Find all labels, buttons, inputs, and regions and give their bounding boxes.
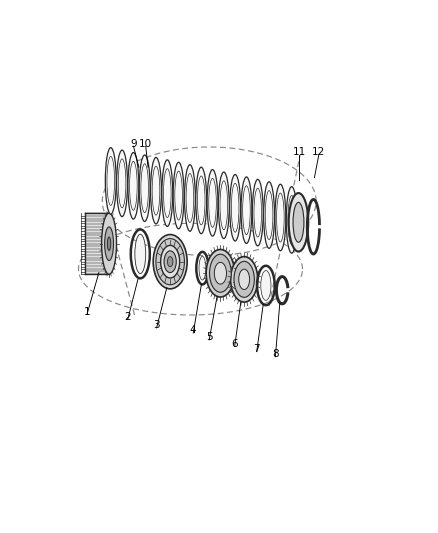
Ellipse shape — [230, 256, 258, 302]
Text: 7: 7 — [254, 344, 260, 354]
Ellipse shape — [209, 254, 231, 292]
Ellipse shape — [107, 237, 111, 251]
Text: 9: 9 — [130, 139, 137, 149]
Ellipse shape — [219, 172, 229, 239]
Ellipse shape — [264, 182, 275, 248]
Ellipse shape — [102, 213, 117, 274]
Ellipse shape — [184, 165, 195, 231]
Ellipse shape — [117, 150, 127, 216]
Ellipse shape — [286, 187, 297, 253]
Ellipse shape — [162, 160, 173, 227]
Ellipse shape — [293, 203, 304, 243]
Ellipse shape — [161, 245, 180, 278]
Ellipse shape — [239, 269, 250, 289]
Ellipse shape — [128, 152, 139, 219]
Ellipse shape — [214, 262, 226, 284]
Text: 12: 12 — [312, 147, 325, 157]
Text: 8: 8 — [272, 349, 279, 359]
Text: 11: 11 — [293, 147, 306, 157]
Text: 6: 6 — [231, 339, 238, 349]
Ellipse shape — [105, 148, 116, 214]
Text: 5: 5 — [206, 332, 212, 342]
Text: 4: 4 — [190, 325, 197, 335]
Text: 3: 3 — [153, 320, 160, 330]
Ellipse shape — [151, 157, 162, 224]
Ellipse shape — [289, 193, 308, 252]
Ellipse shape — [139, 155, 150, 222]
Ellipse shape — [156, 239, 184, 285]
Text: 10: 10 — [139, 139, 152, 149]
Ellipse shape — [207, 169, 218, 236]
Text: 2: 2 — [124, 312, 131, 322]
Ellipse shape — [135, 234, 146, 273]
Ellipse shape — [206, 249, 235, 297]
Ellipse shape — [153, 235, 187, 289]
Ellipse shape — [241, 177, 252, 244]
Ellipse shape — [105, 227, 113, 261]
Ellipse shape — [230, 174, 240, 241]
Ellipse shape — [275, 184, 286, 251]
Ellipse shape — [199, 256, 206, 280]
Ellipse shape — [164, 251, 176, 272]
Ellipse shape — [252, 180, 263, 246]
Ellipse shape — [261, 271, 271, 301]
Ellipse shape — [167, 256, 173, 267]
Text: 1: 1 — [84, 306, 90, 317]
FancyBboxPatch shape — [85, 213, 109, 274]
Ellipse shape — [196, 167, 207, 233]
Ellipse shape — [234, 261, 254, 297]
Ellipse shape — [173, 162, 184, 229]
